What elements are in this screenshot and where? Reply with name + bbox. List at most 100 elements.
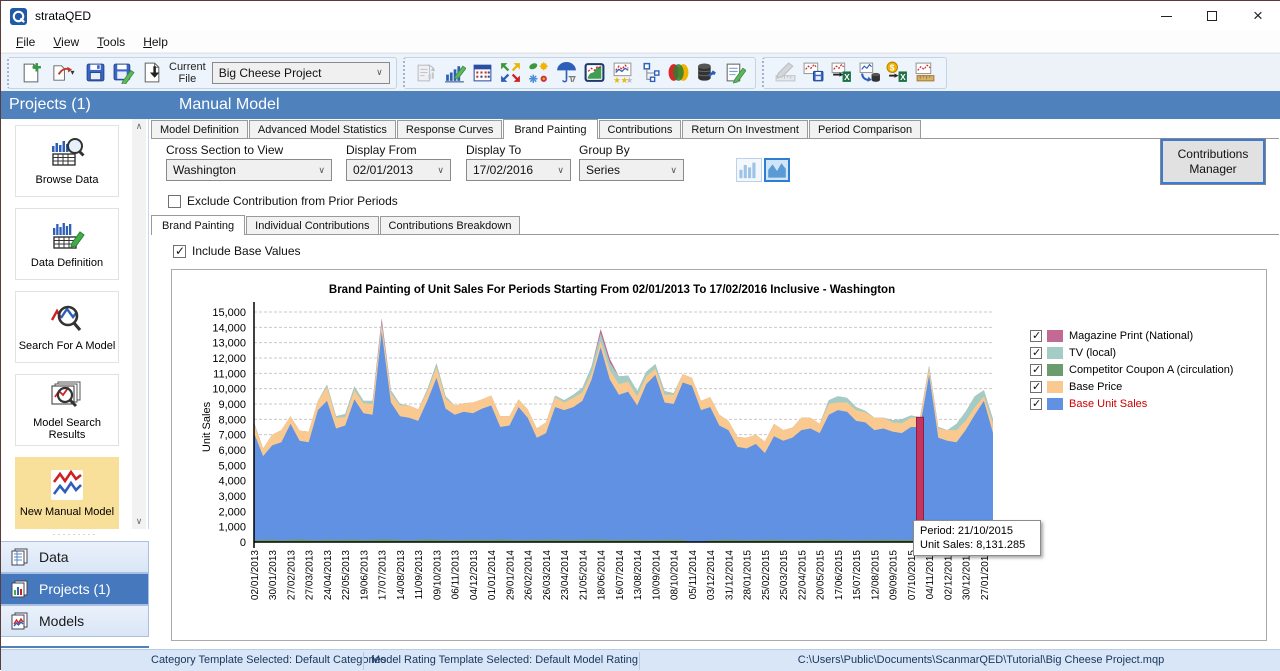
exclude-contribution-checkbox-row[interactable]: Exclude Contribution from Prior Periods bbox=[168, 194, 398, 208]
title-bar: strataQED × bbox=[1, 1, 1280, 31]
sidebar-item-search-for-a-model[interactable]: Search For A Model bbox=[15, 291, 119, 363]
open-document-button[interactable]: ▾ bbox=[45, 59, 81, 87]
menu-bar: File View Tools Help bbox=[1, 31, 1280, 53]
report-refresh-icon bbox=[417, 64, 436, 82]
expand-arrows-button[interactable] bbox=[497, 59, 525, 87]
sidebar-scrollbar[interactable]: ∧ ∨ bbox=[132, 119, 146, 529]
sub-tab-strip: Brand Painting Individual Contributions … bbox=[151, 215, 1279, 235]
tab-advanced-model-statistics[interactable]: Advanced Model Statistics bbox=[248, 120, 396, 138]
sidebar-item-new-manual-model[interactable]: New Manual Model bbox=[15, 457, 119, 529]
menu-view[interactable]: View bbox=[53, 34, 80, 49]
legend-checkbox[interactable] bbox=[1030, 363, 1042, 376]
legend-checkbox[interactable] bbox=[1030, 380, 1042, 393]
venn-rings-button[interactable] bbox=[665, 59, 693, 87]
group-by-select[interactable]: Series ∨ bbox=[579, 159, 684, 181]
calendar-button[interactable] bbox=[469, 59, 497, 87]
chart-edit-button[interactable] bbox=[441, 59, 469, 87]
menu-tools[interactable]: Tools bbox=[97, 34, 126, 49]
x-tick-label: 19/06/2013 bbox=[360, 550, 371, 600]
x-tick-label: 06/11/2013 bbox=[451, 550, 462, 600]
holiday-umbrella-button[interactable] bbox=[553, 59, 581, 87]
model-rating-button[interactable]: ★★ ★ bbox=[609, 59, 637, 87]
report-button-disabled bbox=[413, 59, 441, 87]
minimize-button[interactable] bbox=[1143, 1, 1189, 31]
scroll-up-icon[interactable]: ∧ bbox=[132, 119, 146, 134]
chart-to-database-button[interactable] bbox=[856, 59, 884, 87]
legend-swatch bbox=[1047, 329, 1063, 342]
seasonality-button[interactable] bbox=[525, 59, 553, 87]
cross-section-select[interactable]: Washington ∨ bbox=[166, 159, 332, 181]
display-to-select[interactable]: 17/02/2016 ∨ bbox=[466, 159, 571, 181]
open-dropdown-caret-icon: ▾ bbox=[70, 68, 75, 77]
nav-item-projects[interactable]: Projects (1) bbox=[1, 573, 149, 605]
x-tick-label: 30/12/2015 bbox=[962, 550, 973, 600]
tab-model-definition[interactable]: Model Definition bbox=[151, 120, 248, 138]
save-edit-button[interactable] bbox=[109, 59, 137, 87]
price-to-excel-button[interactable]: $ X bbox=[884, 59, 912, 87]
tab-period-comparison[interactable]: Period Comparison bbox=[808, 120, 922, 138]
nav-item-models[interactable]: Models bbox=[1, 605, 149, 637]
sidebar-item-data-definition[interactable]: Data Definition bbox=[15, 208, 119, 280]
x-tick-label: 05/11/2014 bbox=[688, 550, 699, 600]
toolbar-model-group: ★★ ★ bbox=[402, 56, 756, 89]
sidebar-item-browse-data[interactable]: Browse Data bbox=[15, 125, 119, 197]
chart-to-excel-button[interactable]: X bbox=[828, 59, 856, 87]
display-to-label: Display To bbox=[466, 143, 522, 157]
legend-row: Base Unit Sales bbox=[1030, 395, 1262, 412]
close-button[interactable]: × bbox=[1235, 1, 1280, 31]
exclude-contribution-checkbox[interactable] bbox=[168, 194, 181, 208]
chart-ruler-button[interactable] bbox=[912, 59, 940, 87]
tab-brand-painting[interactable]: Brand Painting bbox=[503, 119, 598, 139]
subtab-individual-contributions[interactable]: Individual Contributions bbox=[246, 216, 379, 234]
notes-edit-icon bbox=[726, 63, 747, 84]
sidebar-splitter[interactable]: ········· bbox=[52, 529, 98, 539]
maximize-button[interactable] bbox=[1189, 1, 1235, 31]
notes-edit-button[interactable] bbox=[721, 59, 749, 87]
menu-help[interactable]: Help bbox=[143, 34, 168, 49]
tooltip-period: Period: 21/10/2015 bbox=[920, 525, 1013, 537]
bar-chart-toggle-button[interactable] bbox=[736, 158, 762, 182]
legend-checkbox[interactable] bbox=[1030, 346, 1042, 359]
new-document-button[interactable] bbox=[17, 59, 45, 87]
contributions-manager-button[interactable]: Contributions Manager bbox=[1160, 138, 1266, 185]
sidebar-item-label: New Manual Model bbox=[19, 506, 115, 518]
legend-swatch bbox=[1047, 346, 1063, 359]
sidebar-header: Projects (1) bbox=[1, 91, 149, 119]
display-from-label: Display From bbox=[346, 143, 417, 157]
chart-frame-icon bbox=[584, 63, 605, 82]
x-tick-label: 15/07/2015 bbox=[852, 550, 863, 600]
include-base-values-checkbox-row[interactable]: Include Base Values bbox=[173, 244, 301, 258]
project-select[interactable]: Big Cheese Project ∨ bbox=[211, 61, 390, 84]
legend-label: Magazine Print (National) bbox=[1069, 329, 1194, 342]
tree-hierarchy-icon bbox=[643, 62, 660, 83]
scroll-down-icon[interactable]: ∨ bbox=[132, 514, 146, 529]
area-chart-toggle-button[interactable] bbox=[764, 158, 790, 182]
menu-file[interactable]: File bbox=[16, 34, 36, 49]
svg-text:$: $ bbox=[890, 62, 895, 72]
legend-checkbox[interactable] bbox=[1030, 329, 1042, 342]
tab-contributions[interactable]: Contributions bbox=[598, 120, 682, 138]
nav-item-data[interactable]: Data bbox=[1, 541, 149, 573]
include-base-values-checkbox[interactable] bbox=[173, 244, 186, 258]
save-button[interactable] bbox=[81, 59, 109, 87]
tab-return-on-investment[interactable]: Return On Investment bbox=[682, 120, 808, 138]
display-from-select[interactable]: 02/01/2013 ∨ bbox=[346, 159, 451, 181]
database-plug-button[interactable] bbox=[693, 59, 721, 87]
tab-response-curves[interactable]: Response Curves bbox=[396, 120, 503, 138]
price-to-excel-icon: $X bbox=[886, 61, 908, 82]
subtab-brand-painting[interactable]: Brand Painting bbox=[151, 215, 246, 235]
chart-save-button[interactable] bbox=[800, 59, 828, 87]
current-file-label: Current File bbox=[169, 60, 206, 85]
sidebar-item-model-search-results[interactable]: Model Search Results bbox=[15, 374, 119, 446]
subtab-contributions-breakdown[interactable]: Contributions Breakdown bbox=[379, 216, 521, 234]
tree-hierarchy-button[interactable] bbox=[637, 59, 665, 87]
x-tick-label: 30/01/2013 bbox=[268, 550, 279, 600]
legend-label: TV (local) bbox=[1069, 346, 1117, 359]
brand-painting-chart[interactable]: 0 1,000 2,000 3,000 4,000 5,000 6,000 7,000 8,00… bbox=[172, 270, 1268, 642]
chart-frame-button[interactable] bbox=[581, 59, 609, 87]
legend-row: TV (local) bbox=[1030, 344, 1262, 361]
svg-text:X: X bbox=[900, 72, 906, 82]
import-current-file-button[interactable] bbox=[137, 59, 165, 87]
legend-checkbox[interactable] bbox=[1030, 397, 1042, 410]
